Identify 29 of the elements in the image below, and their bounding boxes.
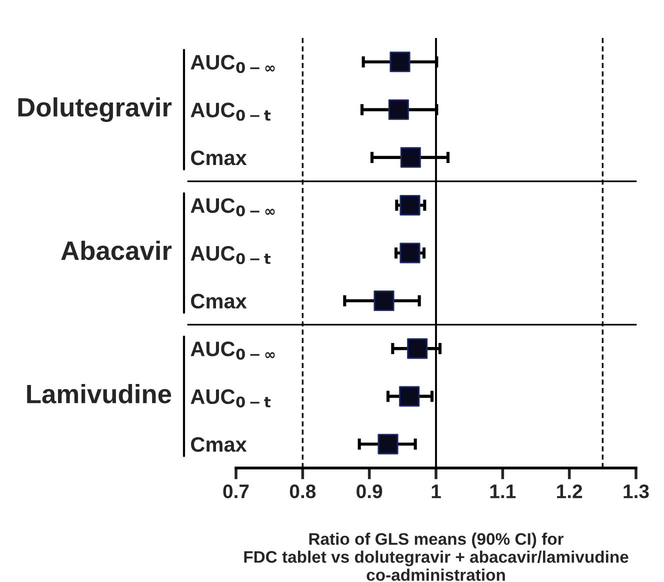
- text: Lamivudine: [27, 384, 172, 404]
- x-tick-label: 1.1: [490, 484, 516, 498]
- text: Dolutegravir: [18, 97, 172, 122]
- y-tick-label: AUC$_{0−∞}$: [190, 198, 275, 216]
- y-tick-label: AUC$_{0−t}$: [190, 389, 271, 408]
- point: [407, 338, 428, 359]
- y-tick-label: Cmax: [191, 437, 247, 452]
- x-tick-label: 0.9: [356, 484, 382, 498]
- x-tick-label: 1.3: [624, 484, 649, 498]
- point: [378, 434, 398, 454]
- point: [400, 147, 421, 168]
- x-tick-label: 1: [432, 484, 441, 498]
- point: [400, 242, 420, 264]
- x-axis-title: Ratio of GLS means (90% CI) for FDC tablet vs dolutegravir + abacavir/lamivudine co-administration: [244, 532, 628, 581]
- y-tick-label: Cmax: [191, 294, 247, 309]
- point: [388, 99, 409, 120]
- x-tick-label: 0.8: [290, 484, 316, 498]
- point: [400, 194, 420, 216]
- y-tick-label: AUC$_{0−∞}$: [190, 342, 275, 360]
- x-tick-label: 0.7: [223, 484, 249, 498]
- text: Abacavir: [61, 240, 172, 260]
- y-tick-label: AUC$_{0−∞}$: [190, 54, 275, 74]
- y-tick-label: AUC$_{0−t}$: [190, 246, 271, 264]
- x-tick-label: 1.2: [557, 484, 582, 498]
- point: [374, 290, 394, 312]
- y-tick-label: AUC$_{0−t}$: [190, 102, 271, 121]
- y-tick-label: Cmax: [191, 150, 247, 166]
- point: [390, 52, 410, 72]
- point: [399, 386, 420, 407]
